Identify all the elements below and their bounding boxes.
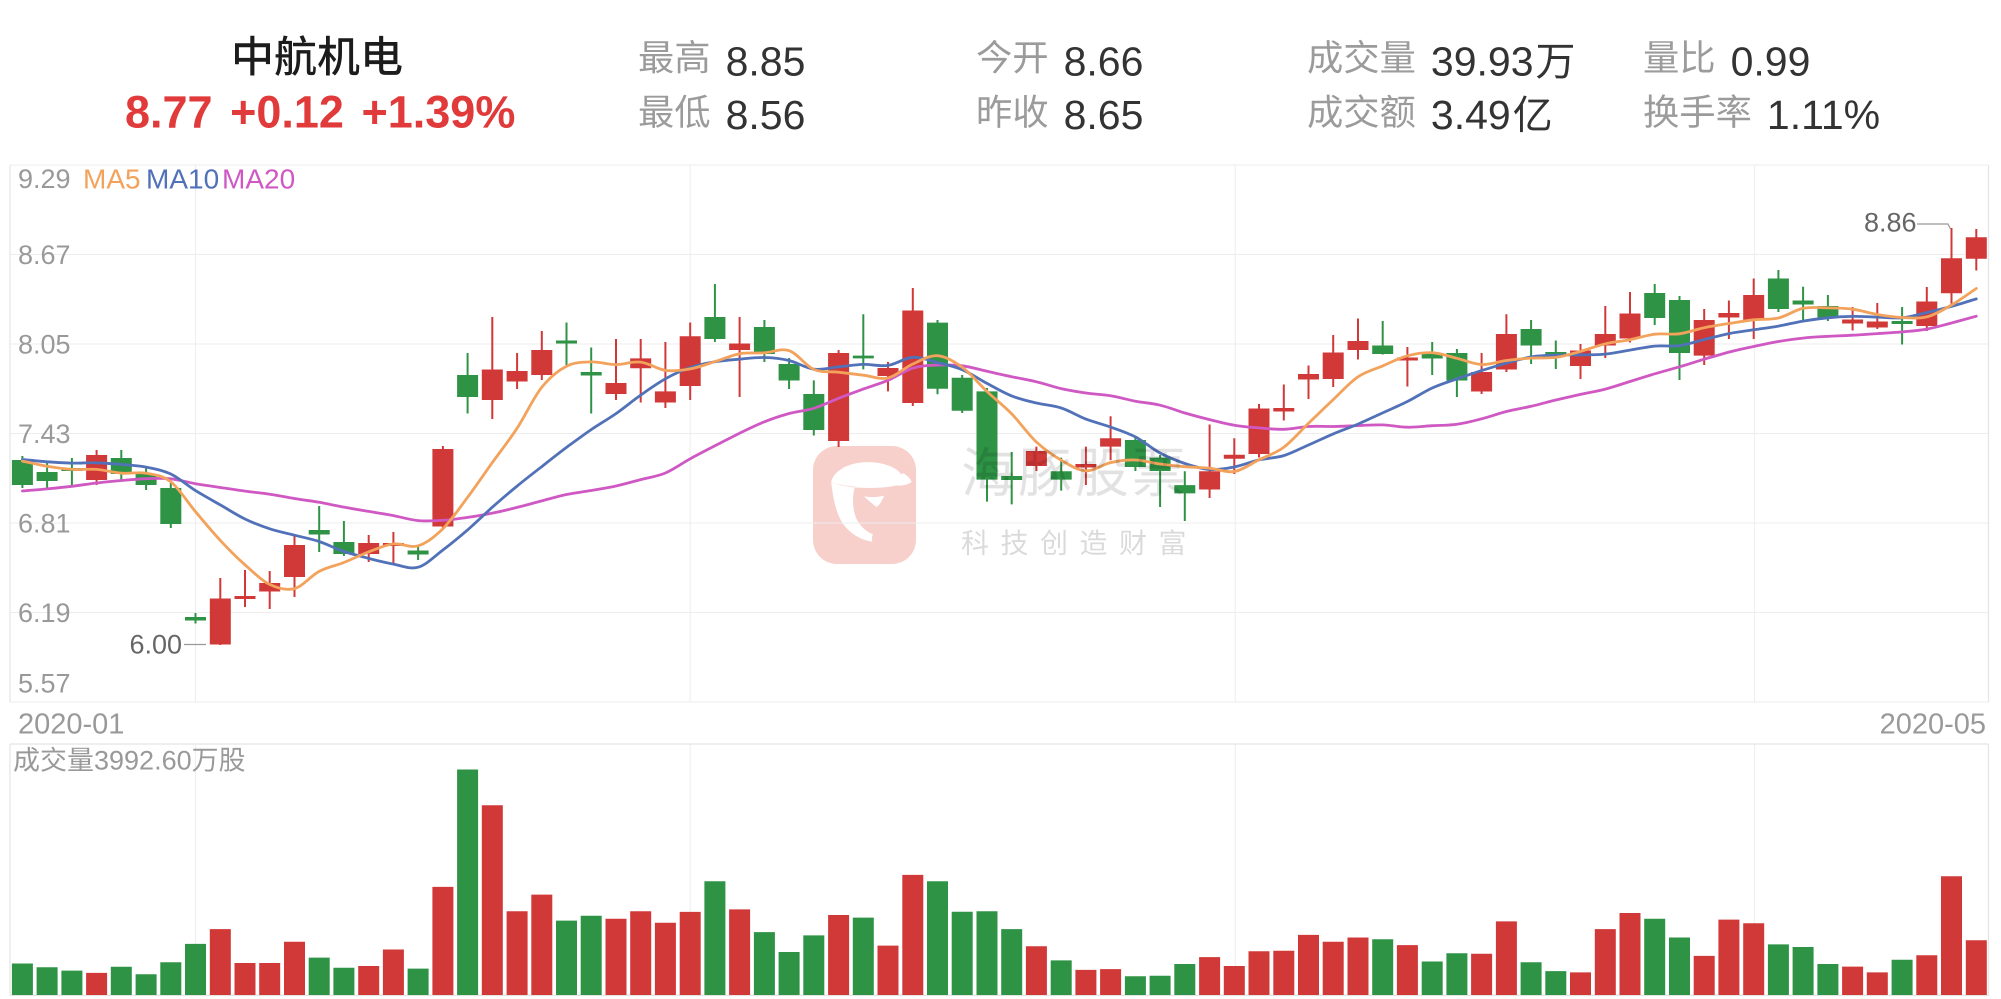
svg-text:7.43: 7.43 <box>18 419 71 449</box>
svg-text:5.57: 5.57 <box>18 669 71 699</box>
svg-text:8.56: 8.56 <box>726 92 806 138</box>
svg-text:6.19: 6.19 <box>18 598 71 628</box>
svg-text:9.29: 9.29 <box>18 164 71 194</box>
svg-text:MA10: MA10 <box>146 164 219 195</box>
svg-text:8.05: 8.05 <box>18 330 71 360</box>
svg-text:39.93: 39.93 <box>1431 39 1534 85</box>
svg-text:8.77 +0.12 +1.39%: 8.77 +0.12 +1.39% <box>125 87 515 138</box>
svg-text:0.99: 0.99 <box>1731 39 1811 85</box>
svg-text:2020-05: 2020-05 <box>1880 709 1986 741</box>
svg-text:2020-01: 2020-01 <box>18 709 124 741</box>
svg-text:8.85: 8.85 <box>726 39 806 85</box>
svg-text:1.11%: 1.11% <box>1767 92 1880 138</box>
svg-text:8.67: 8.67 <box>18 240 71 270</box>
svg-text:8.65: 8.65 <box>1064 92 1144 138</box>
svg-text:8.86: 8.86 <box>1864 208 1917 238</box>
svg-text:8.66: 8.66 <box>1064 39 1144 85</box>
svg-text:6.00: 6.00 <box>129 630 182 660</box>
svg-text:MA20: MA20 <box>222 164 295 195</box>
svg-text:6.81: 6.81 <box>18 509 71 539</box>
svg-text:3.49: 3.49 <box>1431 92 1511 138</box>
svg-text:3992.60: 3992.60 <box>94 746 192 776</box>
svg-text:MA5: MA5 <box>83 164 141 195</box>
